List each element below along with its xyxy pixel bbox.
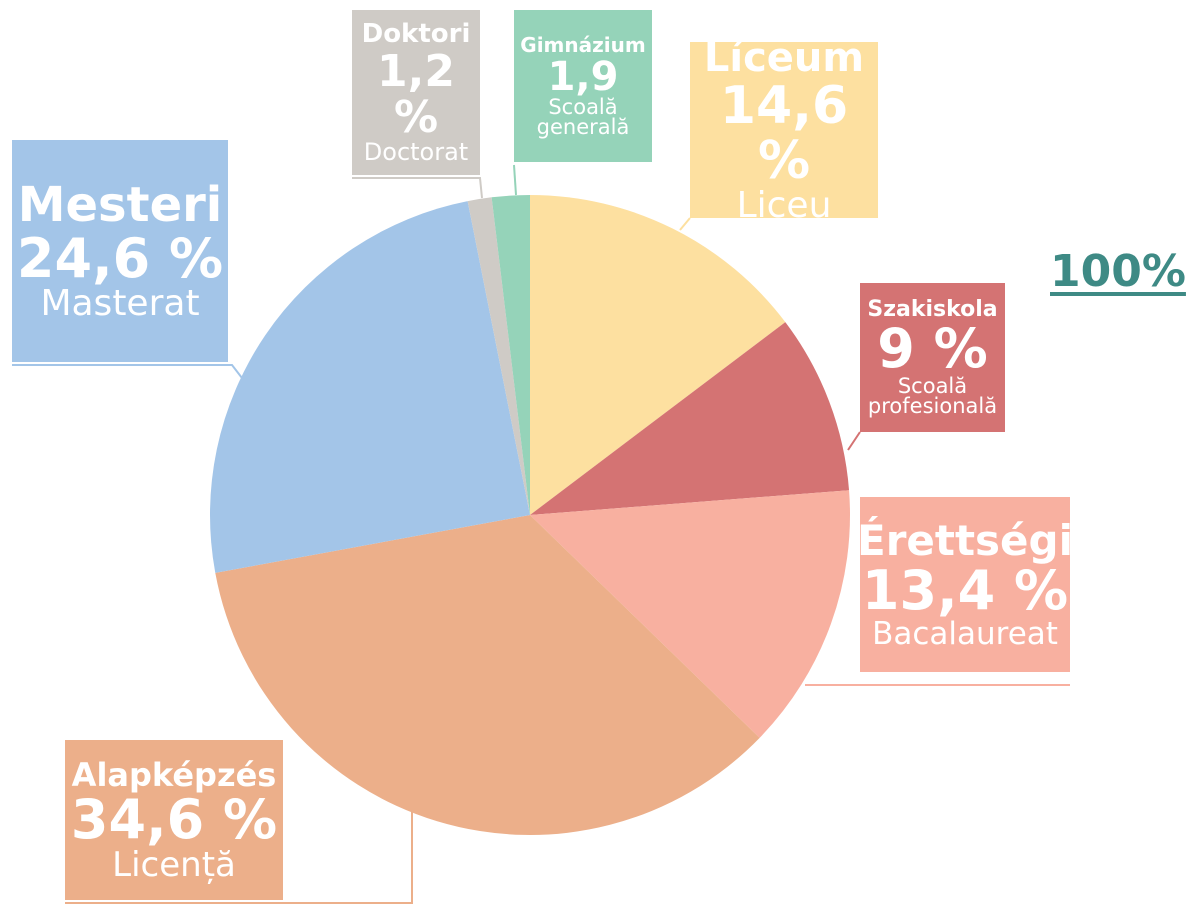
sub-label: Liceu <box>736 184 832 226</box>
label-box: Líceum 14,6 % Liceu <box>690 37 878 223</box>
sub-label: Doctorat <box>363 137 469 166</box>
category-label: Szakiskola <box>867 296 998 322</box>
connector <box>352 177 483 199</box>
total-annotation: 100% <box>1050 246 1186 297</box>
pie-slice <box>467 197 530 515</box>
sub-label: Scoală generală <box>536 94 630 139</box>
connector <box>513 164 517 196</box>
label-box: Gimnázium 1,9 Scoală generală <box>514 10 652 162</box>
category-label: Érettségi <box>857 516 1073 566</box>
category-label: Mesteri <box>17 177 223 234</box>
label-box: Érettségi 13,4 % Bacalaureat <box>857 497 1073 672</box>
pie-slice <box>491 195 530 515</box>
value-label: 9 % <box>877 316 988 380</box>
sub-label: Scoală profesională <box>867 374 998 419</box>
value-label: 1,9 <box>547 53 619 100</box>
connector <box>65 812 413 904</box>
pie-slice <box>215 515 760 835</box>
label-box: Mesteri 24,6 % Masterat <box>12 140 228 362</box>
label-box: Szakiskola 9 % Scoală profesională <box>860 283 1005 432</box>
label-box: Alapképzés 34,6 % Licență <box>65 740 283 900</box>
label-box: Doktori 1,2 % Doctorat <box>352 10 480 175</box>
connector <box>679 217 691 231</box>
connector <box>12 364 243 379</box>
sub-label: Bacalaureat <box>872 616 1058 653</box>
sub-label: Licență <box>112 844 236 885</box>
connectors <box>12 164 1070 904</box>
category-label: Alapképzés <box>71 755 277 794</box>
value-label: 14,6 % <box>719 76 849 191</box>
pie-slice <box>530 322 850 515</box>
category-label: Gimnázium <box>520 32 646 57</box>
sub-label: Masterat <box>40 283 200 325</box>
value-label: 34,6 % <box>70 788 278 852</box>
pie-slice <box>530 195 786 515</box>
value-label: 1,2 % <box>377 45 455 143</box>
value-label: 13,4 % <box>861 559 1069 623</box>
pie-slice <box>210 201 530 573</box>
category-label: Doktori <box>361 19 471 50</box>
category-label: Líceum <box>703 35 865 82</box>
connector <box>847 431 861 451</box>
value-label: 24,6 % <box>16 226 224 290</box>
pie-slice <box>530 490 850 738</box>
